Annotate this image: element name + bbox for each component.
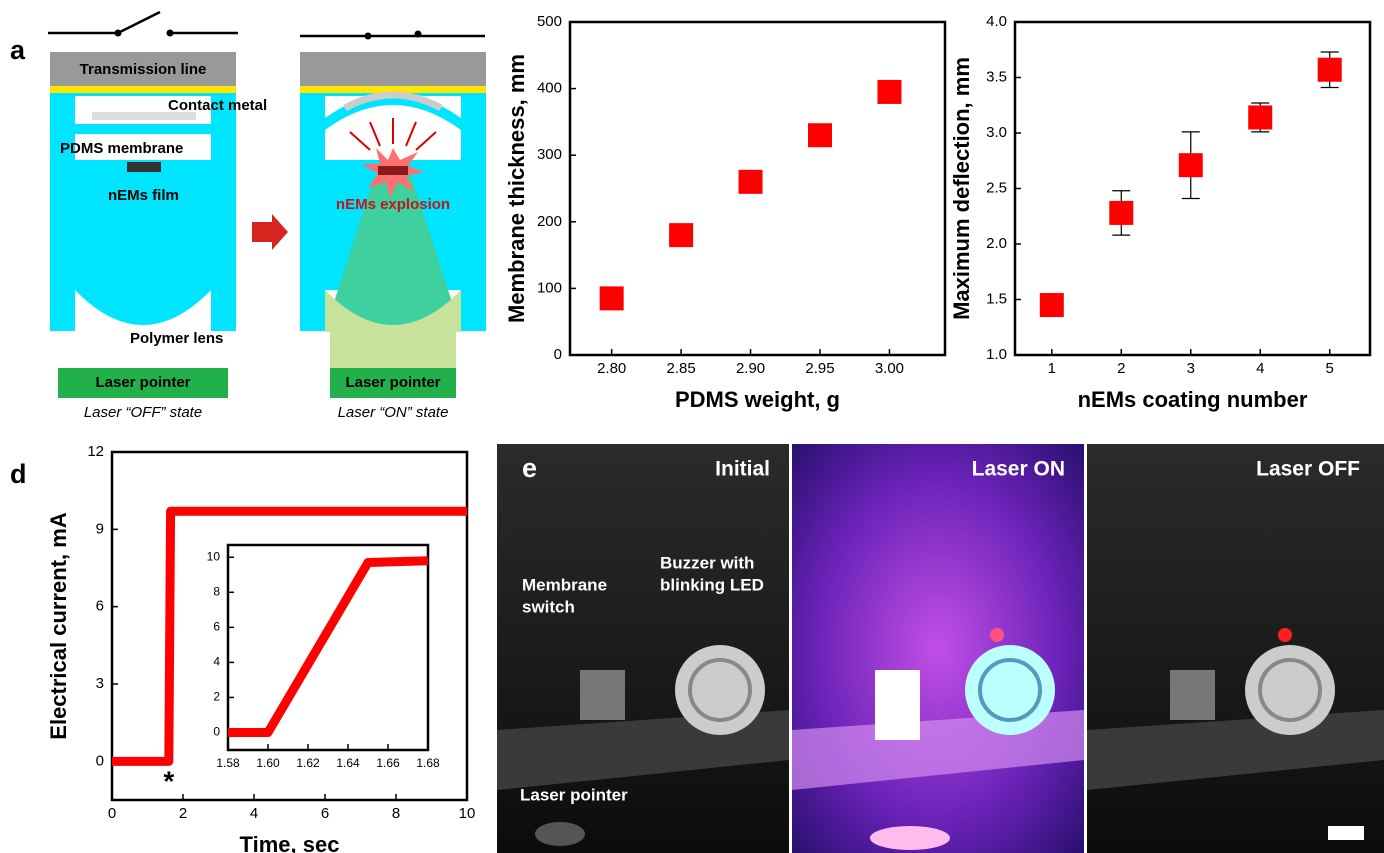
panel-label: d — [10, 459, 27, 489]
y-tick-label: 100 — [537, 279, 562, 296]
x-tick-label: 2.85 — [667, 360, 696, 377]
diagram-label: Laser pointer — [345, 374, 440, 391]
photo-label: Buzzer with — [660, 553, 754, 572]
y-tick-label: 1.5 — [986, 290, 1007, 307]
diagram-label: PDMS membrane — [60, 140, 183, 157]
x-tick-label: 3.00 — [875, 360, 904, 377]
point — [1109, 201, 1133, 225]
state-label: Laser “OFF” state — [84, 404, 202, 421]
point — [1318, 58, 1342, 82]
x-tick-label: 2 — [179, 805, 187, 822]
x-tick-label: 0 — [108, 805, 116, 822]
photo-title: Laser OFF — [1256, 458, 1360, 481]
photo-label: switch — [522, 597, 575, 616]
figure: a b c d Transmission line Contact metal … — [0, 0, 1384, 853]
y-tick-label: 2.0 — [986, 235, 1007, 252]
y-tick-label: 6 — [213, 620, 220, 634]
diagram-label: Laser pointer — [95, 374, 190, 391]
y-tick-label: 1.0 — [986, 346, 1007, 363]
photo-label: Membrane — [522, 575, 607, 594]
diagram-label: nEMs explosion — [336, 196, 450, 213]
x-tick-label: 1.66 — [376, 756, 400, 770]
y-axis-title: Maximum deflection, mm — [949, 57, 974, 320]
x-tick-label: 8 — [392, 805, 400, 822]
x-tick-label: 2.80 — [597, 360, 626, 377]
y-tick-label: 400 — [537, 80, 562, 97]
photo-title: Laser ON — [972, 458, 1065, 481]
point — [669, 223, 693, 247]
y-tick-label: 9 — [96, 520, 104, 537]
panel-label: a — [10, 35, 26, 65]
x-axis-title: nEMs coating number — [1078, 387, 1308, 412]
point — [1248, 105, 1272, 129]
diagram-label: Transmission line — [80, 61, 207, 78]
x-tick-label: 2 — [1117, 360, 1125, 377]
y-tick-label: 200 — [537, 213, 562, 230]
x-tick-label: 1.64 — [336, 756, 360, 770]
y-tick-label: 2 — [213, 690, 220, 704]
y-tick-label: 8 — [213, 584, 220, 598]
photo-title: Initial — [715, 458, 770, 481]
x-tick-label: 2.95 — [805, 360, 834, 377]
y-tick-label: 0 — [213, 725, 220, 739]
x-tick-label: 1 — [1048, 360, 1056, 377]
x-tick-label: 1.58 — [216, 756, 240, 770]
y-tick-label: 300 — [537, 146, 562, 163]
photo-label: Laser pointer — [520, 785, 628, 804]
y-axis-title: Electrical current, mA — [46, 512, 71, 740]
point — [1040, 293, 1064, 317]
point — [877, 80, 901, 104]
point — [808, 123, 832, 147]
y-tick-label: 500 — [537, 13, 562, 30]
y-tick-label: 4 — [213, 655, 220, 669]
arrow — [252, 214, 288, 250]
x-tick-label: 6 — [321, 805, 329, 822]
y-tick-label: 2.5 — [986, 179, 1007, 196]
y-tick-label: 0 — [96, 752, 104, 769]
y-tick-label: 3.0 — [986, 124, 1007, 141]
panel-label: e — [522, 453, 537, 483]
y-tick-label: 4.0 — [986, 13, 1007, 30]
diagram-label: Contact metal — [168, 97, 267, 114]
photo-panel: e Initial Laser ON Laser OFF Membrane sw… — [497, 444, 1384, 853]
point — [600, 286, 624, 310]
device-off: Transmission line Contact metal PDMS mem… — [48, 12, 267, 421]
x-tick-label: 10 — [459, 805, 476, 822]
x-tick-label: 1.60 — [256, 756, 280, 770]
x-tick-label: 3 — [1187, 360, 1195, 377]
x-tick-label: 5 — [1326, 360, 1334, 377]
y-axis-title: Membrane thickness, mm — [504, 54, 529, 323]
x-tick-label: 1.68 — [416, 756, 440, 770]
point — [1179, 153, 1203, 177]
x-tick-label: 2.90 — [736, 360, 765, 377]
device-on: nEMs explosion Laser pointer Laser “ON” … — [300, 31, 486, 421]
y-tick-label: 12 — [87, 443, 104, 460]
diagram-label: Polymer lens — [130, 330, 223, 347]
x-tick-label: 4 — [250, 805, 258, 822]
state-label: Laser “ON” state — [338, 404, 449, 421]
y-tick-label: 6 — [96, 598, 104, 615]
y-tick-label: 0 — [554, 346, 562, 363]
point — [739, 170, 763, 194]
annotation: * — [163, 766, 174, 797]
plot-frame — [1015, 22, 1370, 355]
x-axis-title: Time, sec — [240, 832, 340, 853]
y-tick-label: 3.5 — [986, 68, 1007, 85]
plot-frame — [228, 545, 428, 750]
y-tick-label: 3 — [96, 675, 104, 692]
y-tick-label: 10 — [207, 549, 221, 563]
photo-label: blinking LED — [660, 575, 764, 594]
x-tick-label: 4 — [1256, 360, 1264, 377]
x-tick-label: 1.62 — [296, 756, 320, 770]
diagram-label: nEMs film — [108, 187, 179, 204]
x-axis-title: PDMS weight, g — [675, 387, 840, 412]
